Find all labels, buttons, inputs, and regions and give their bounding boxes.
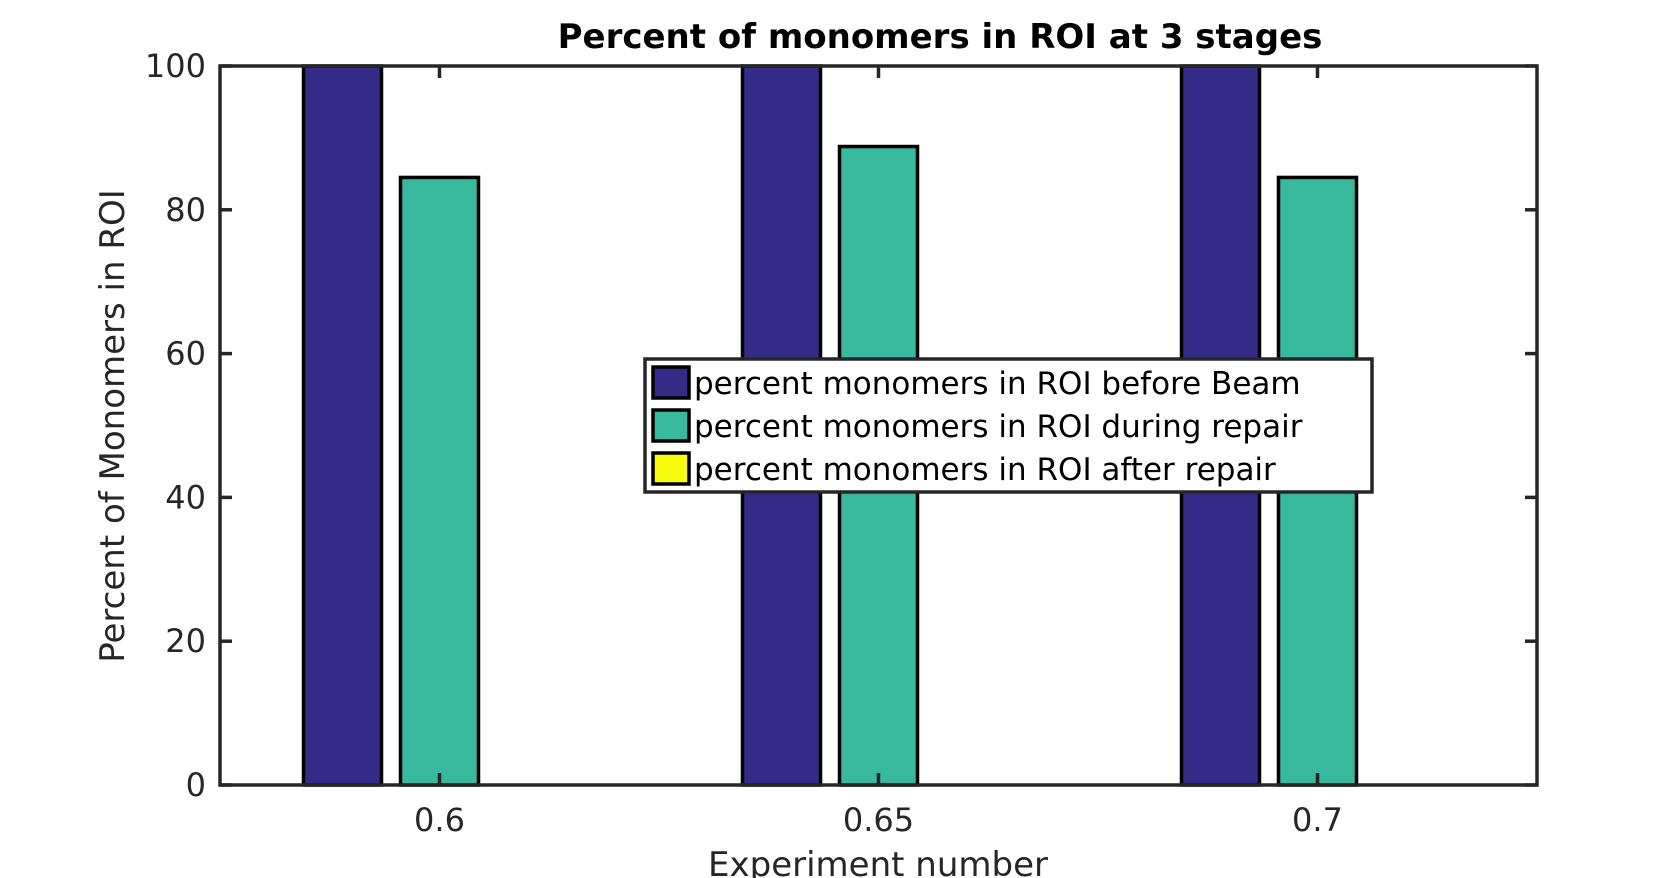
legend-swatch-3 — [651, 451, 691, 486]
bar-2-0.6 — [398, 175, 481, 787]
chart-title: Percent of monomers in ROI at 3 stages — [558, 17, 1323, 57]
y-tick-label-100: 100 — [145, 47, 206, 85]
legend-box — [643, 357, 1374, 494]
legend-swatch-1 — [651, 365, 691, 400]
axis-ticks: 0 20 40 60 80 100 0.6 0.65 0.7 — [145, 47, 1537, 839]
y-tick-label-40: 40 — [165, 478, 206, 516]
y-tick-label-80: 80 — [165, 191, 206, 229]
x-axis-label: Experiment number — [708, 845, 1048, 878]
legend-label-1: percent monomers in ROI before Beam — [694, 366, 1301, 402]
x-tick-label-0.6: 0.6 — [414, 801, 465, 839]
legend: percent monomers in ROI before Beam perce… — [643, 357, 1374, 494]
x-tick-label-0.65: 0.65 — [843, 801, 914, 839]
x-tick-label-0.7: 0.7 — [1292, 801, 1343, 839]
legend-label-3: percent monomers in ROI after repair — [694, 452, 1276, 488]
y-tick-label-20: 20 — [165, 622, 206, 660]
legend-label-2: percent monomers in ROI during repair — [694, 409, 1303, 445]
y-tick-label-60: 60 — [165, 335, 206, 373]
y-tick-label-0: 0 — [186, 766, 206, 804]
legend-swatch-2 — [651, 408, 691, 443]
bar-1-0.6 — [301, 64, 384, 787]
y-axis-label: Percent of Monomers in ROI — [93, 189, 133, 663]
